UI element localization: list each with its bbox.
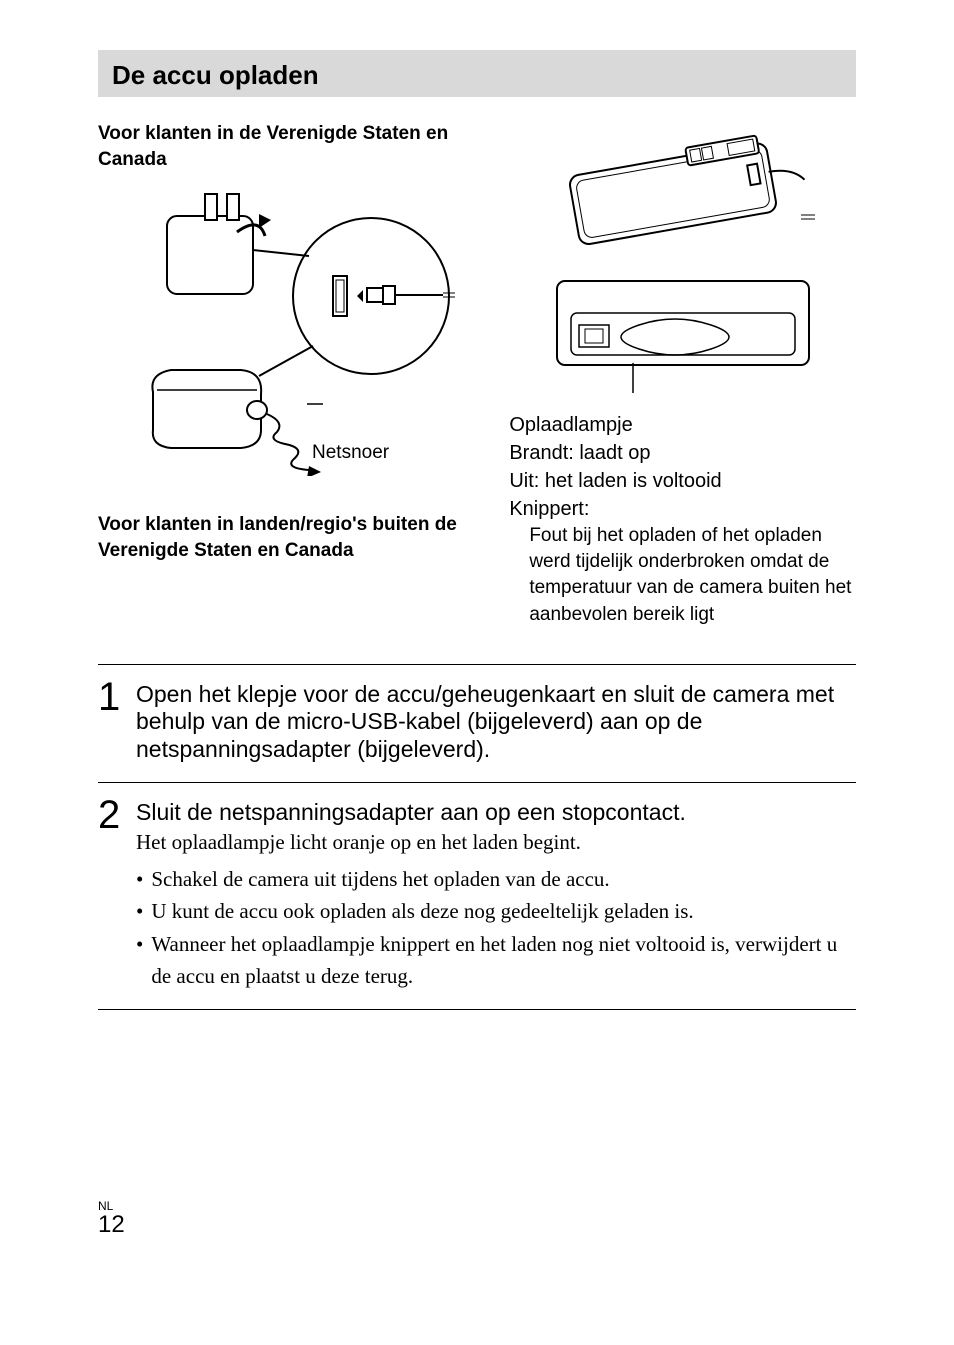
- charge-lamp-diagram: [509, 265, 856, 403]
- step-number: 2: [98, 799, 136, 831]
- bullet-item: U kunt de accu ook opladen als deze nog …: [136, 895, 856, 928]
- page-footer: NL 12: [98, 1199, 125, 1237]
- step-1: 1 Open het klepje voor de accu/geheugenk…: [98, 665, 856, 782]
- step-subtext: Het oplaadlampje licht oranje op en het …: [136, 828, 856, 856]
- step-text: Open het klepje voor de accu/geheugenkaa…: [136, 681, 856, 764]
- camera-usb-diagram: [509, 121, 856, 265]
- page-title: De accu opladen: [98, 50, 856, 97]
- bullet-item: Wanneer het oplaadlampje knippert en het…: [136, 928, 856, 993]
- diagram-section: Voor klanten in de Verenigde Staten en C…: [98, 121, 856, 628]
- steps-list: 1 Open het klepje voor de accu/geheugenk…: [98, 664, 856, 1010]
- bullet-item: Schakel de camera uit tijdens het oplade…: [136, 863, 856, 896]
- step-2: 2 Sluit de netspanningsadapter aan op ee…: [98, 782, 856, 1009]
- legend-title: Oplaadlampje: [509, 411, 854, 439]
- legend-blink-label: Knippert:: [509, 495, 854, 523]
- legend-blink-text: Fout bij het opladen of het opladen werd…: [529, 523, 854, 628]
- footer-page-number: 12: [98, 1213, 125, 1237]
- subheading-other-regions: Voor klanten in landen/regio's buiten de…: [98, 512, 479, 563]
- adapter-diagram: [98, 182, 479, 480]
- cord-label: Netsnoer: [312, 442, 693, 464]
- step-text: Sluit de netspanningsadapter aan op een …: [136, 799, 856, 827]
- step-number: 1: [98, 681, 136, 713]
- step-bullets: Schakel de camera uit tijdens het oplade…: [136, 863, 856, 993]
- legend-off: Uit: het laden is voltooid: [509, 467, 854, 495]
- subheading-us-canada: Voor klanten in de Verenigde Staten en C…: [98, 121, 479, 172]
